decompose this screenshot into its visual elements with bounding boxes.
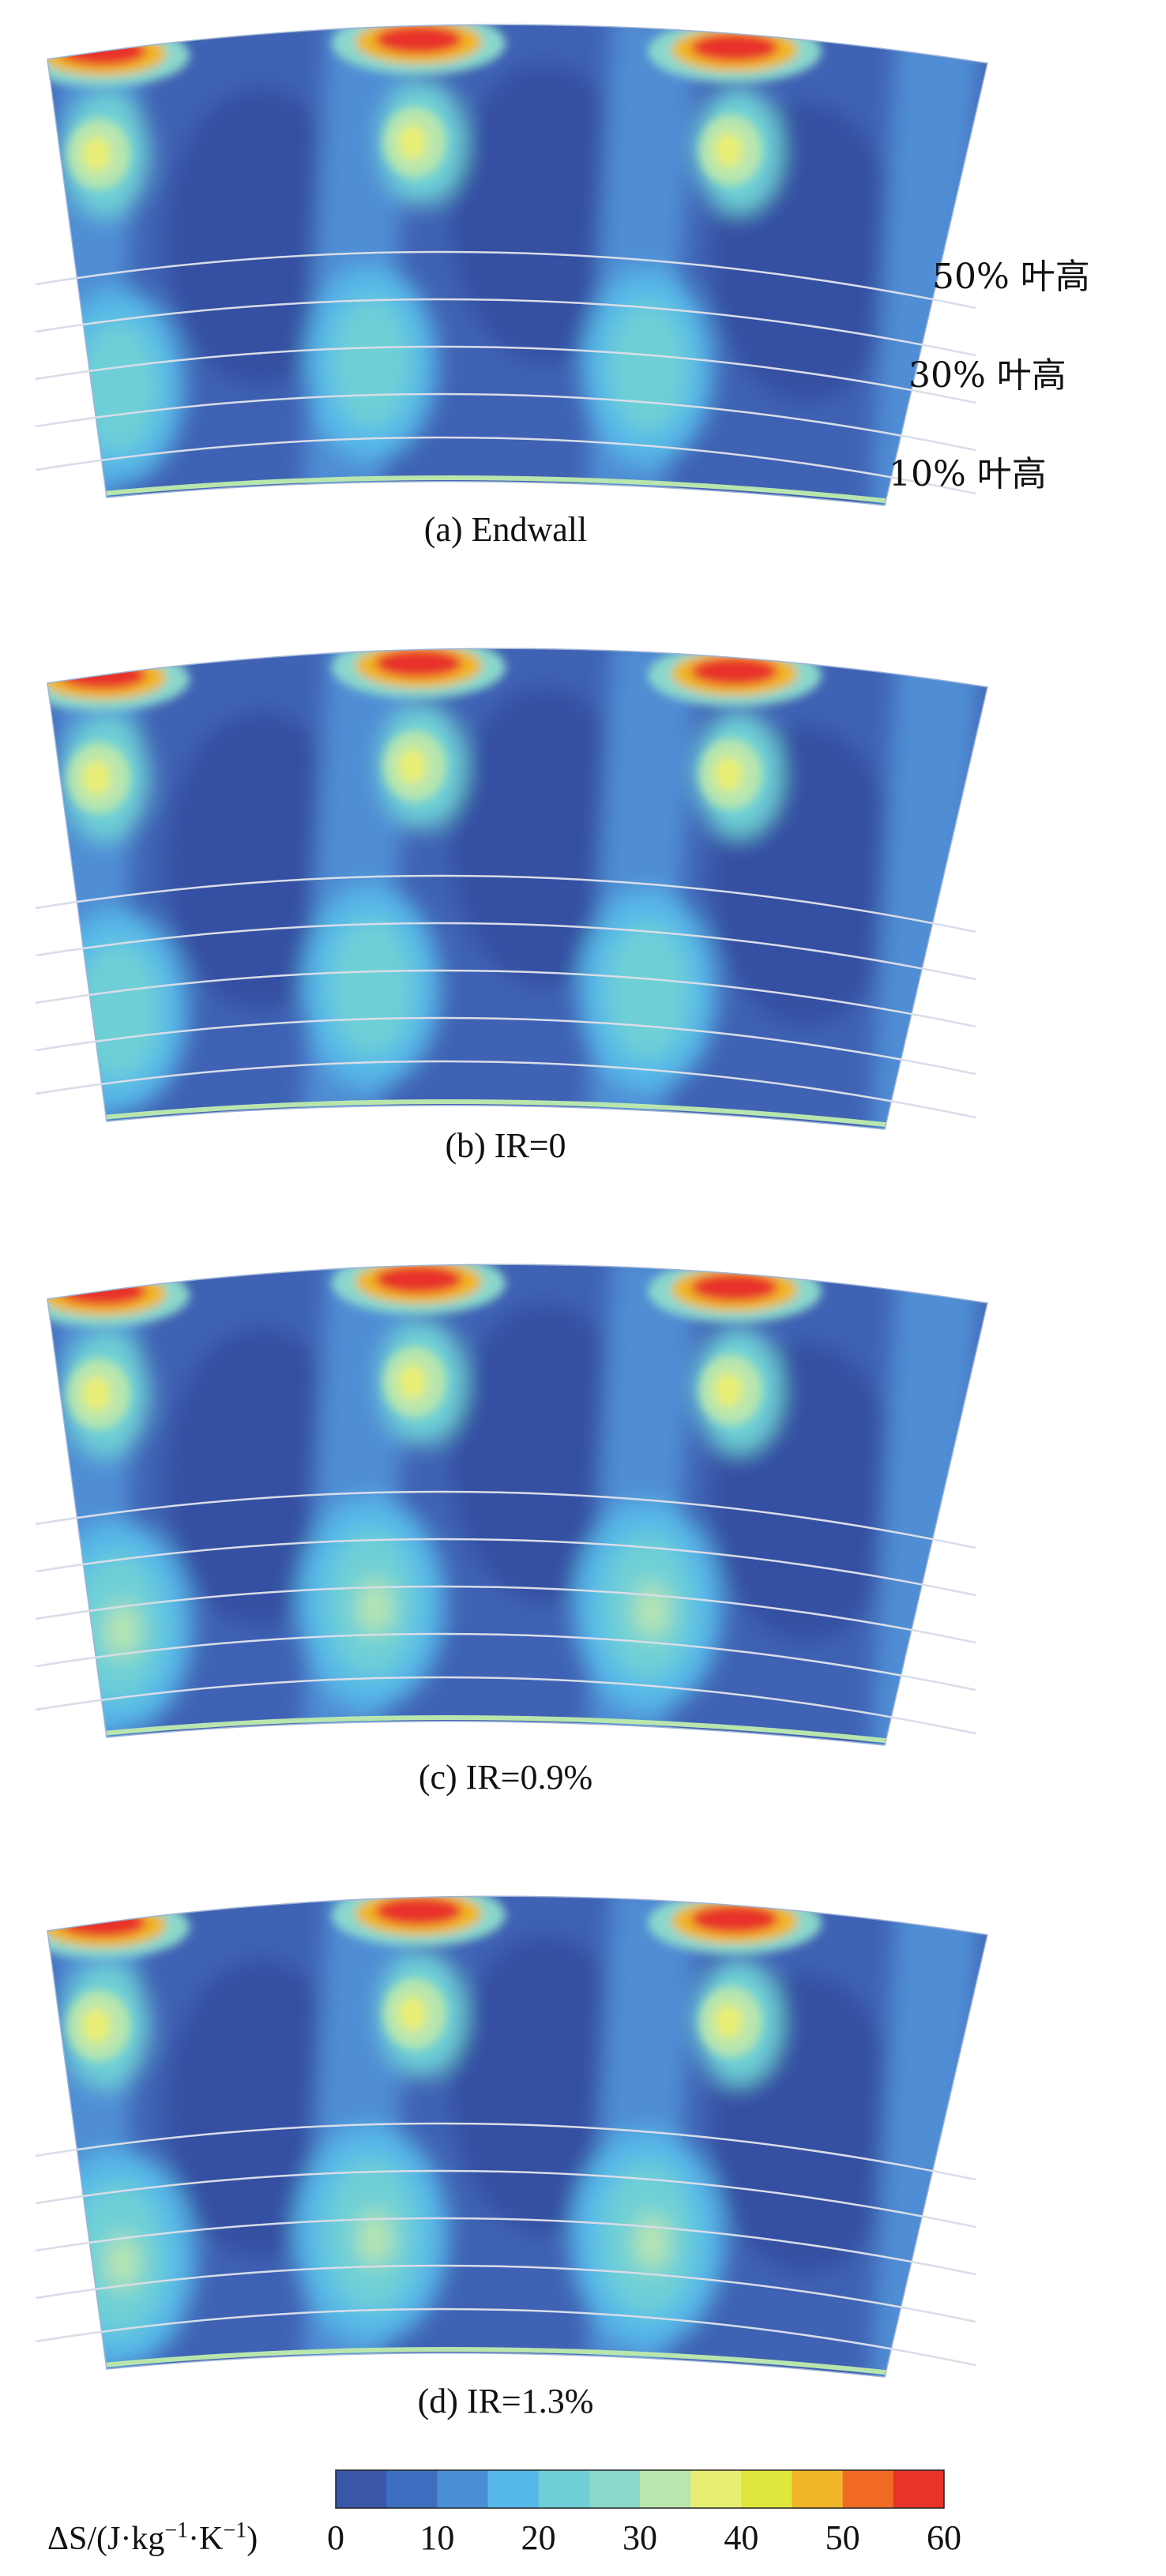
colorbar-swatch <box>538 2470 590 2508</box>
colorbar-frame <box>335 2469 945 2509</box>
span-line <box>35 1538 976 1597</box>
span-line <box>35 2169 976 2229</box>
span-line <box>35 2264 976 2323</box>
contour-panel-a: 50% 叶高 30% 叶高 10% 叶高 (a) Endwall <box>35 24 1090 549</box>
colorbar-swatch <box>792 2470 844 2508</box>
colorbar-swatch <box>336 2470 387 2508</box>
colorbar-tick-label: 20 <box>521 2518 556 2557</box>
colorbar-tick-label: 50 <box>826 2518 860 2557</box>
colorbar-swatch <box>640 2470 691 2508</box>
colorbar-tick-label: 60 <box>927 2518 961 2557</box>
panel-outline <box>47 1264 988 1746</box>
colorbar-tick-label: 0 <box>327 2518 344 2557</box>
span-line <box>35 392 976 452</box>
span-lines <box>35 1490 976 1735</box>
span-line <box>35 250 976 310</box>
colorbar-tick-label: 40 <box>724 2518 758 2557</box>
span-line <box>35 1490 976 1549</box>
low-loss-core <box>450 1303 640 1603</box>
colorbar-swatch <box>741 2470 792 2508</box>
span-lines <box>35 2122 976 2367</box>
colorbar-swatch <box>437 2470 488 2508</box>
span-line <box>35 298 976 357</box>
colorbar-swatch <box>487 2470 540 2508</box>
low-loss-core <box>450 63 640 363</box>
span-lines <box>35 874 976 1119</box>
contour-panel-c: (c) IR=0.9% <box>35 1264 988 1797</box>
span-line <box>35 1016 976 1076</box>
span-line <box>35 2122 976 2181</box>
low-loss-core <box>166 711 355 1011</box>
contour-panel-d: (d) IR=1.3% <box>35 1895 988 2420</box>
span-line <box>35 2217 976 2276</box>
span-line <box>35 1585 976 1644</box>
panel-caption: (a) Endwall <box>424 510 587 549</box>
panel-caption: (d) IR=1.3% <box>418 2382 594 2420</box>
colorbar-swatch <box>690 2470 742 2508</box>
colorbar-swatch <box>842 2470 894 2508</box>
span-line <box>35 436 976 495</box>
low-loss-core <box>450 1935 640 2235</box>
panel-caption: (c) IR=0.9% <box>419 1758 592 1797</box>
panel-outline <box>47 24 988 506</box>
span-line <box>35 1060 976 1119</box>
contour-panel-b: (b) IR=0 <box>35 648 988 1165</box>
span-label: 30% 叶高 <box>908 355 1066 396</box>
span-lines <box>35 250 976 495</box>
span-line <box>35 2308 976 2367</box>
panel-outline <box>47 648 988 1130</box>
span-label: 10% 叶高 <box>889 454 1047 494</box>
low-loss-core <box>450 687 640 987</box>
colorbar: 0 10 20 30 40 50 60 ΔS/(J·kg−1·K−1) <box>47 2469 961 2558</box>
colorbar-swatch <box>589 2470 641 2508</box>
span-line <box>35 345 976 404</box>
colorbar-label: ΔS/(J·kg−1·K−1) <box>47 2518 258 2558</box>
colorbar-swatch <box>386 2470 438 2508</box>
colorbar-tick-label: 30 <box>622 2518 657 2557</box>
low-loss-core <box>166 87 355 387</box>
span-line <box>35 969 976 1028</box>
colorbar-swatch <box>893 2470 945 2508</box>
colorbar-tick-label: 10 <box>419 2518 454 2557</box>
span-line <box>35 1676 976 1735</box>
span-line <box>35 1632 976 1692</box>
span-label: 50% 叶高 <box>932 257 1090 297</box>
span-line <box>35 922 976 981</box>
panel-outline <box>47 1895 988 2378</box>
span-line <box>35 874 976 933</box>
panel-caption: (b) IR=0 <box>445 1126 566 1165</box>
